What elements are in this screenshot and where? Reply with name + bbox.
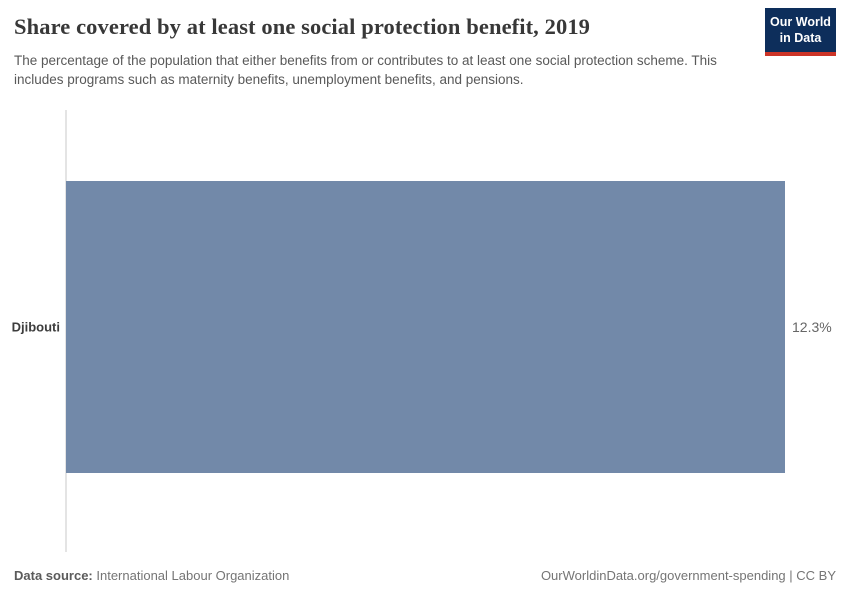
bar-value-label: 12.3% — [792, 319, 832, 335]
bar[interactable] — [66, 181, 785, 473]
data-source-label: Data source: — [14, 568, 93, 583]
owid-logo-line2: in Data — [779, 30, 822, 45]
chart-subtitle: The percentage of the population that ei… — [14, 53, 717, 88]
bar-category-label: Djibouti — [11, 319, 60, 335]
citation-link[interactable]: OurWorldinData.org/government-spending |… — [540, 568, 836, 583]
chart-title: Share covered by at least one social pro… — [14, 14, 591, 39]
owid-logo-line1: Our World — [770, 15, 831, 29]
data-source-value: International Labour Organization — [96, 568, 290, 583]
bar-track — [66, 181, 785, 473]
data-source: Data source: International Labour Organi… — [14, 568, 289, 583]
owid-logo[interactable]: Our World in Data — [765, 8, 836, 57]
chart-footer: Data source: International Labour Organi… — [14, 568, 836, 583]
